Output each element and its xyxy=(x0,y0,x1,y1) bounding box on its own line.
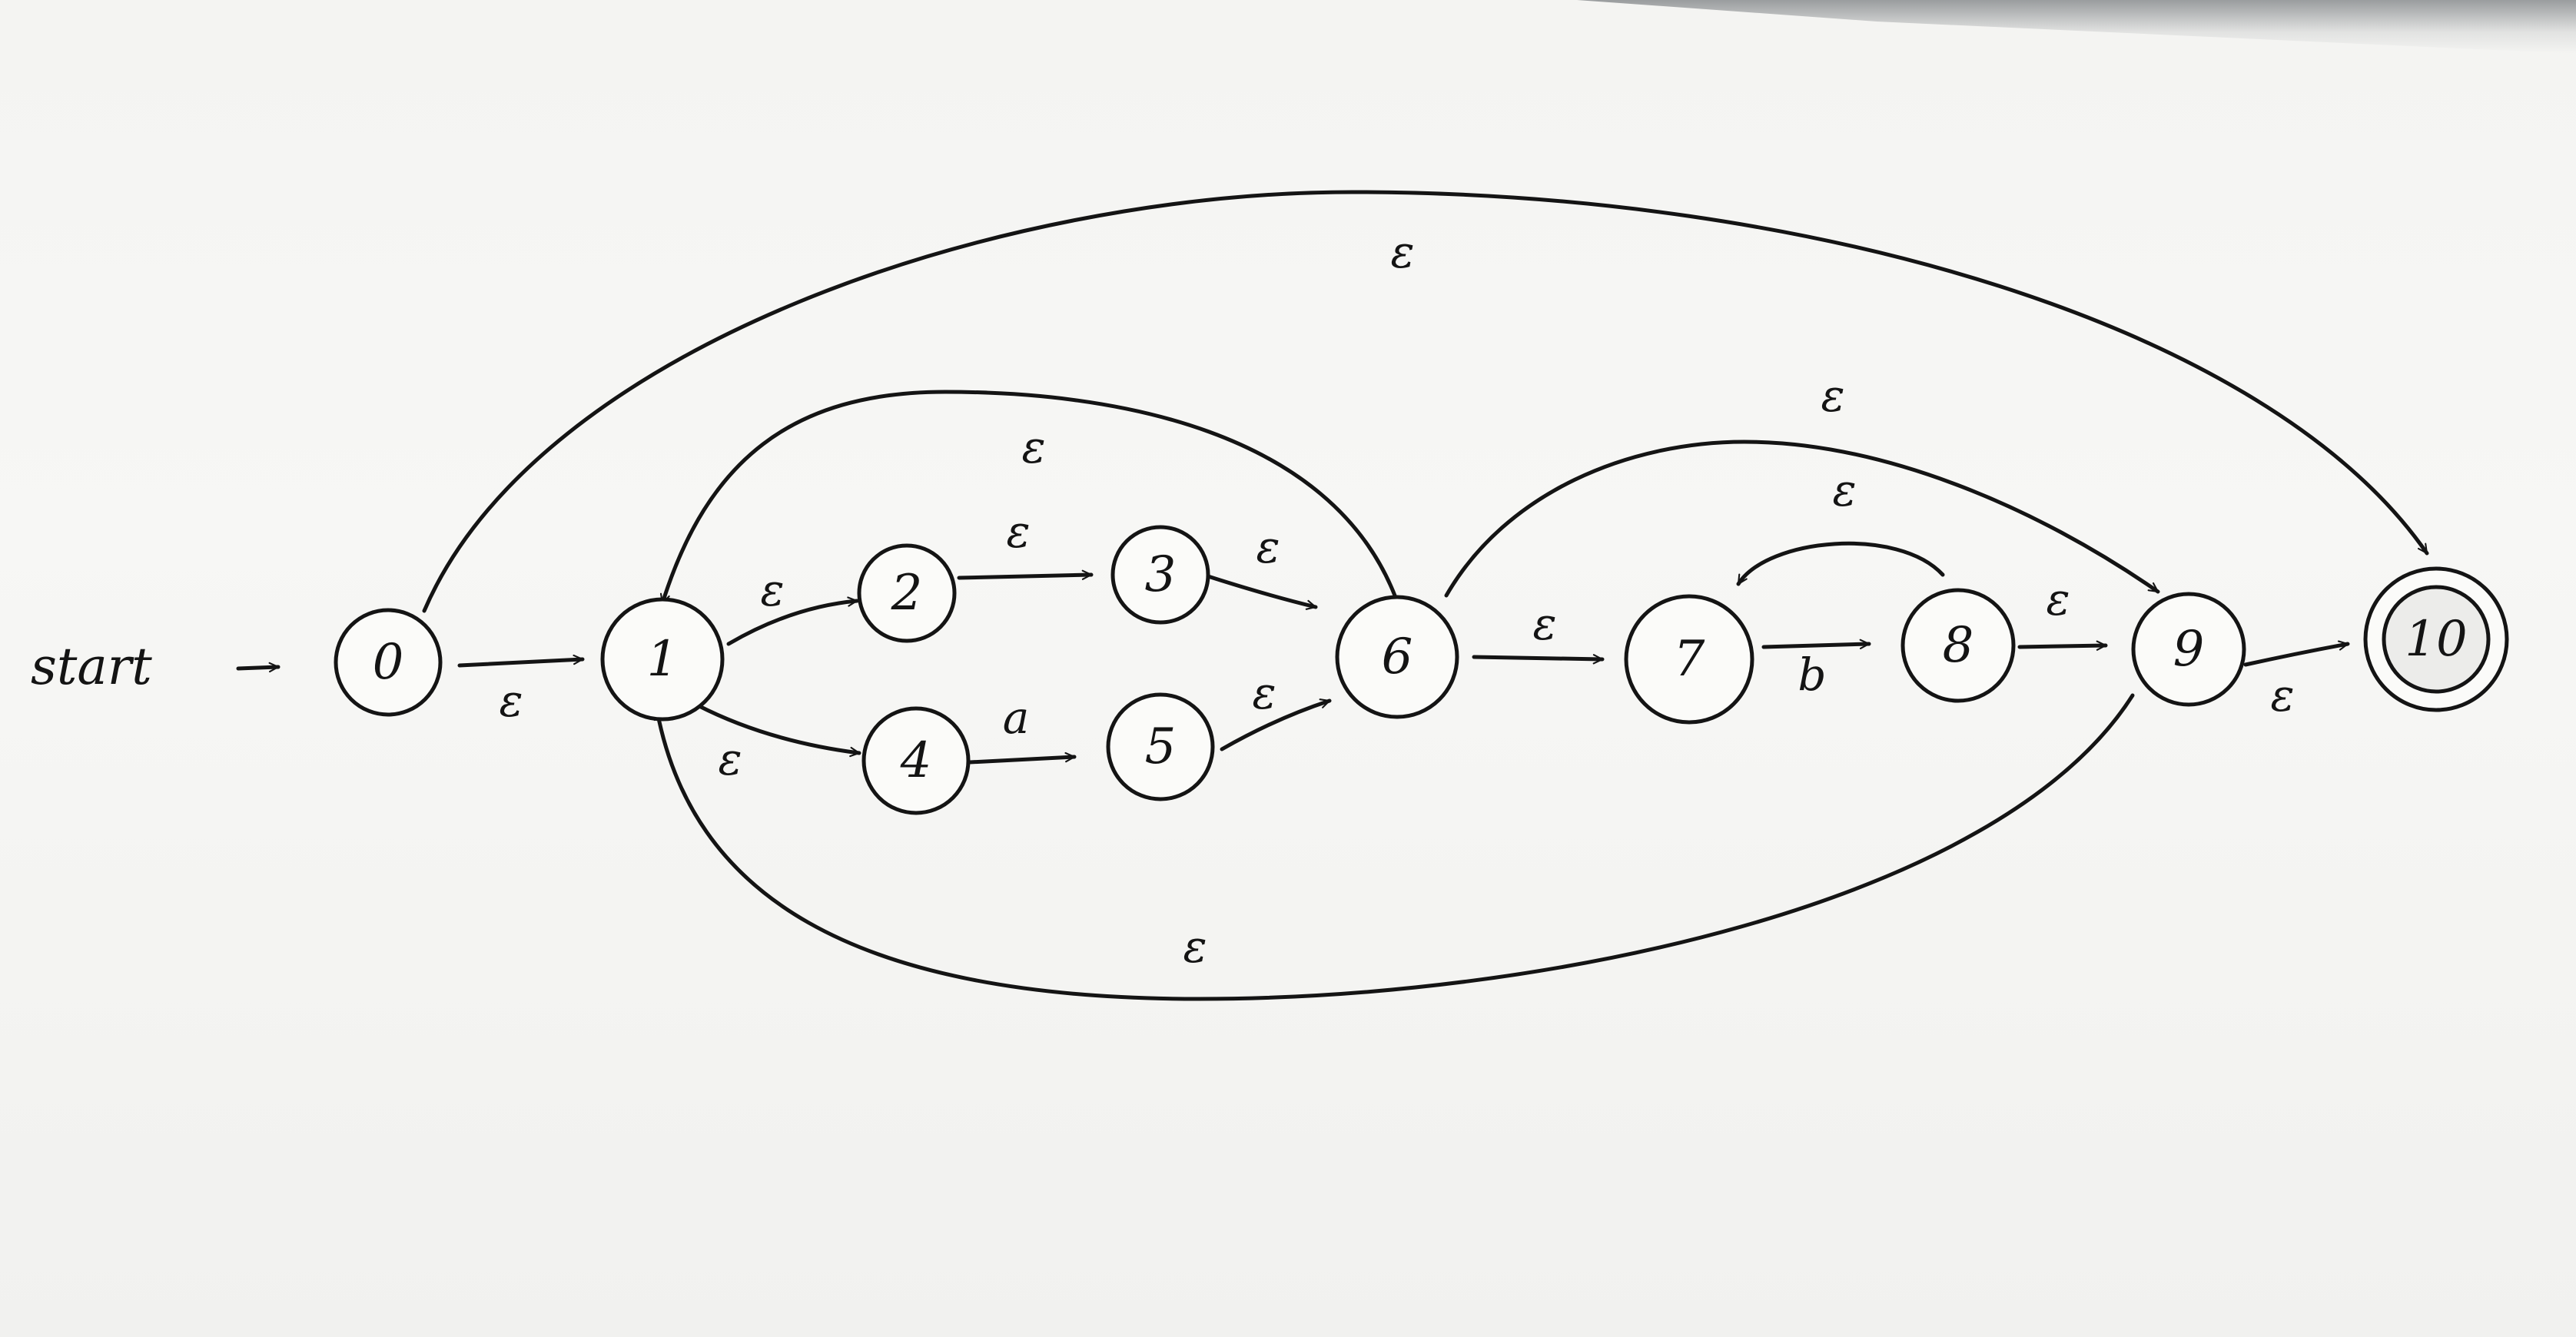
transition-label-9-1: ε xyxy=(1183,921,1207,973)
state-label-0: 0 xyxy=(373,634,404,691)
state-6: 6 xyxy=(1335,595,1459,719)
transition-1-2 xyxy=(726,596,859,646)
transition-label-1-2: ε xyxy=(760,564,784,616)
state-2: 2 xyxy=(857,543,957,643)
state-9: 9 xyxy=(2131,592,2246,707)
transition-3-6 xyxy=(1206,574,1318,610)
transition-6-1 xyxy=(659,390,1397,605)
transition-label-9-10: ε xyxy=(2270,669,2294,722)
transition-6-9 xyxy=(1444,440,2160,598)
transition-label-1-4: ε xyxy=(718,733,742,785)
state-1: 1 xyxy=(600,597,725,722)
transition-label-7-8: b xyxy=(1798,649,1826,701)
start-arrow xyxy=(236,662,281,673)
transition-label-5-6: ε xyxy=(1252,667,1276,719)
state-10-accepting: 10 xyxy=(2363,566,2509,712)
transition-9-1 xyxy=(653,693,2135,1001)
transition-5-6 xyxy=(1220,698,1332,751)
transition-label-2-3: ε xyxy=(1006,506,1030,558)
state-label-9: 9 xyxy=(2173,621,2205,678)
transition-label-8-7: ε xyxy=(1832,464,1856,516)
state-label-4: 4 xyxy=(900,732,932,789)
state-3: 3 xyxy=(1110,525,1210,625)
state-label-6: 6 xyxy=(1382,629,1413,685)
transition-label-6-7: ε xyxy=(1532,598,1556,650)
transition-label-0-1: ε xyxy=(499,675,523,727)
transition-label-6-1: ε xyxy=(1021,421,1045,473)
start-label: start xyxy=(31,637,152,696)
transition-label-8-9: ε xyxy=(2046,573,2070,625)
transition-6-7 xyxy=(1472,654,1605,665)
transition-9-10 xyxy=(2243,640,2350,667)
transition-4-5 xyxy=(968,751,1077,765)
transition-label-4-5: a xyxy=(1003,692,1030,744)
transition-8-7 xyxy=(1736,541,1945,586)
transition-8-9 xyxy=(2017,640,2108,651)
state-0: 0 xyxy=(334,608,443,717)
state-5: 5 xyxy=(1106,692,1215,801)
state-4: 4 xyxy=(861,706,971,815)
state-label-10: 10 xyxy=(2405,611,2467,668)
state-label-8: 8 xyxy=(1943,617,1974,674)
state-label-5: 5 xyxy=(1145,718,1177,775)
state-label-1: 1 xyxy=(647,631,679,688)
transition-2-3 xyxy=(957,569,1094,580)
state-7: 7 xyxy=(1624,594,1754,725)
states: 0 1 2 3 4 5 6 7 xyxy=(334,525,2509,815)
state-label-7: 7 xyxy=(1674,631,1705,688)
state-8: 8 xyxy=(1900,588,2016,703)
transitions: ε ε ε ε ε a ε ε ε b ε ε xyxy=(422,190,2429,1001)
transition-0-10 xyxy=(422,190,2429,613)
state-label-2: 2 xyxy=(891,565,923,622)
transition-1-4 xyxy=(695,703,861,758)
transition-label-3-6: ε xyxy=(1256,521,1280,573)
state-label-3: 3 xyxy=(1145,546,1177,603)
transition-label-0-10: ε xyxy=(1390,226,1414,278)
transition-label-6-9: ε xyxy=(1821,370,1844,422)
transition-7-8 xyxy=(1761,639,1871,649)
transition-0-1 xyxy=(457,654,585,668)
